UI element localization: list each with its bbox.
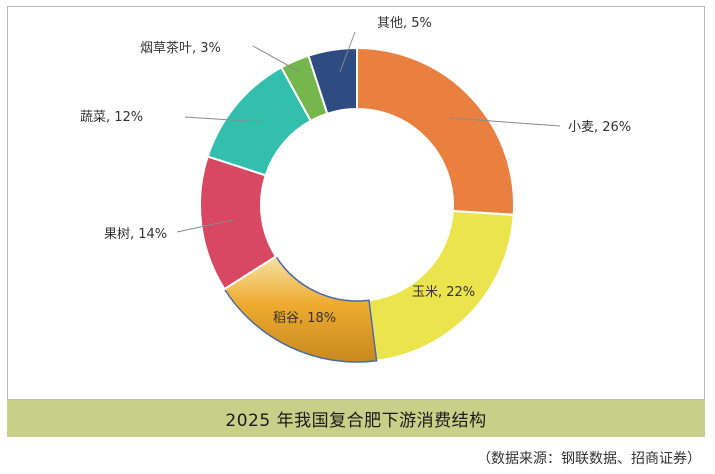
chart-title: 2025 年我国复合肥下游消费结构 <box>225 411 487 431</box>
slice-label-3: 稻谷, 18% <box>273 311 336 326</box>
slice-1 <box>356 46 515 216</box>
leader-line-4 <box>176 219 234 233</box>
leader-line-7 <box>339 31 356 73</box>
chart-title-band: 2025 年我国复合肥下游消费结构 <box>7 400 705 437</box>
leader-line-5 <box>184 116 263 123</box>
slice-label-6: 烟草茶叶, 3% <box>140 40 221 56</box>
data-source: （数据来源：钢联数据、招商证券） <box>477 451 701 467</box>
leader-line-6 <box>252 45 301 73</box>
slice-label-2: 玉米, 22% <box>412 285 475 300</box>
leader-line-1 <box>449 117 561 127</box>
slice-label-4: 果树, 14% <box>104 227 167 242</box>
slice-label-7: 其他, 5% <box>377 16 432 31</box>
slice-label-5: 蔬菜, 12% <box>80 110 143 125</box>
slice-label-1: 小麦, 26% <box>568 120 631 135</box>
slice-7 <box>307 46 358 115</box>
